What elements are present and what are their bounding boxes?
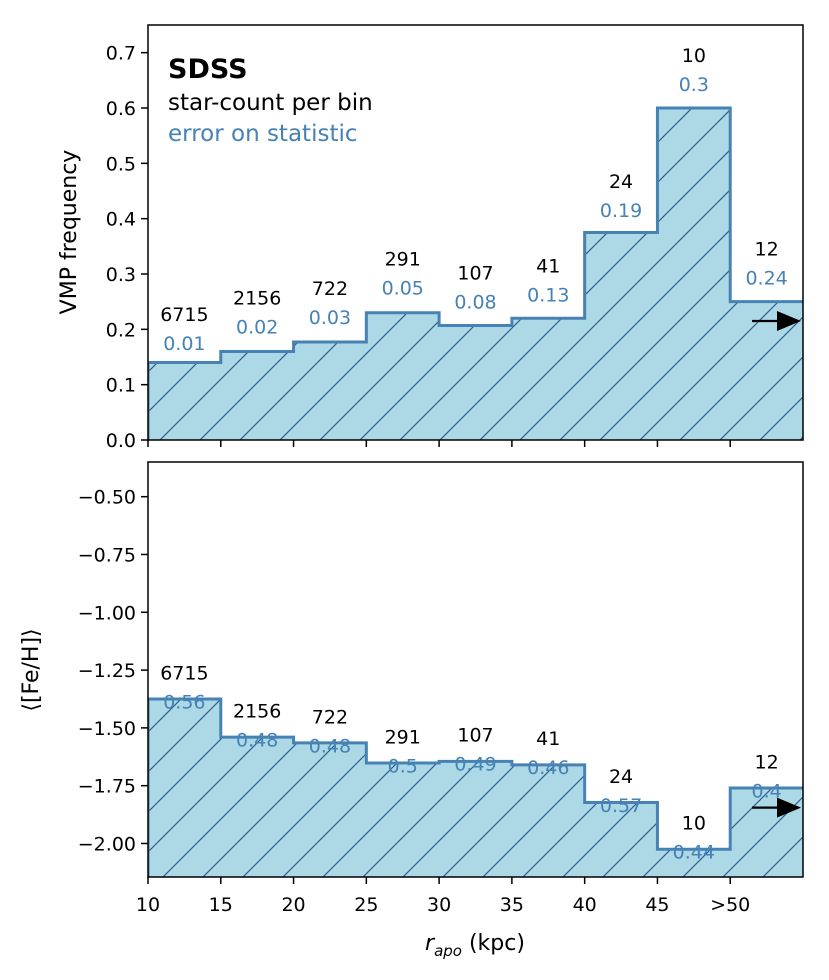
bin-count-label: 6715: [160, 662, 208, 684]
y-tick-label: −0.75: [78, 544, 136, 566]
bin-error-label: 0.24: [745, 268, 787, 290]
bin-error-label: 0.19: [600, 200, 642, 222]
histogram-bar: [221, 737, 294, 877]
y-tick-label: −1.25: [78, 660, 136, 682]
histogram-bar: [366, 763, 439, 877]
vmp-histogram-step-line: [148, 106, 803, 440]
y-tick-label: 0.4: [106, 209, 136, 231]
bin-count-label: 291: [385, 249, 421, 271]
histogram-bar: [512, 318, 585, 440]
histogram-bar: [439, 761, 512, 877]
overflow-arrow-icon: [752, 797, 801, 818]
y-tick-label: 0.7: [106, 43, 136, 65]
bin-count-label: 6715: [160, 304, 208, 326]
legend: SDSS star-count per bin error on statist…: [168, 54, 373, 147]
histogram-bar: [221, 351, 294, 440]
bin-error-label: 0.3: [679, 74, 709, 96]
x-tick-label: 10: [136, 894, 160, 916]
legend-title: SDSS: [168, 54, 248, 85]
vmp-frequency-panel: 6715 0.01 2156 0.02 722 0.03 291 0.05 107 0.08 41 0…: [57, 24, 804, 452]
bin-error-label: 0.46: [527, 757, 569, 779]
y-tick-label: −1.75: [78, 776, 136, 798]
bin-count-label: 41: [536, 728, 560, 750]
bin-error-label: 0.5: [388, 755, 418, 777]
top-y-axis-label: VMP frequency: [57, 150, 82, 315]
bin-count-label: 12: [755, 239, 779, 261]
x-tick-label: 30: [427, 894, 451, 916]
overflow-arrow-icon: [752, 311, 801, 332]
bin-error-label: 0.48: [309, 735, 351, 757]
bin-count-label: 24: [609, 766, 633, 788]
histogram-bar: [148, 699, 221, 877]
y-tick-label: 0.2: [106, 319, 136, 341]
bin-count-label: 12: [755, 751, 779, 773]
histogram-bar: [366, 313, 439, 440]
y-tick-label: 0.0: [106, 430, 136, 452]
y-tick-label: 0.5: [106, 153, 136, 175]
mean-metallicity-panel: 6715 0.56 2156 0.48 722 0.48 291 0.5 107 0.49 41 0.…: [19, 440, 804, 960]
x-tick-label: 40: [573, 894, 597, 916]
bin-error-label: 0.4: [752, 780, 782, 802]
bin-error-label: 0.03: [309, 307, 351, 329]
bottom-y-axis-label: ⟨[Fe/H]⟩: [19, 628, 44, 711]
histogram-bar: [585, 233, 658, 441]
bin-error-label: 0.02: [236, 316, 278, 338]
bin-count-label: 291: [385, 726, 421, 748]
x-tick-label: 25: [354, 894, 378, 916]
bin-error-label: 0.44: [673, 842, 715, 864]
vmp-histogram-hatch: [148, 108, 803, 440]
x-tick-label: 15: [209, 894, 233, 916]
legend-count-line: star-count per bin: [168, 90, 373, 116]
feh-histogram-step-line: [148, 697, 803, 877]
bin-error-label: 0.56: [163, 691, 205, 713]
y-tick-label: −2.00: [78, 833, 136, 855]
y-tick-label: 0.3: [106, 264, 136, 286]
bin-error-label: 0.13: [527, 284, 569, 306]
bin-count-label: 24: [609, 171, 633, 193]
bin-error-label: 0.57: [600, 795, 642, 817]
bin-error-label: 0.49: [454, 754, 496, 776]
histogram-bar: [657, 108, 730, 440]
bin-count-label: 41: [536, 255, 560, 277]
bin-count-label: 722: [312, 278, 348, 300]
y-tick-label: 0.1: [106, 375, 136, 397]
bin-count-label: 107: [457, 263, 493, 285]
bin-count-label: 10: [682, 813, 706, 835]
histogram-bar: [148, 363, 221, 440]
y-tick-label: −1.50: [78, 718, 136, 740]
x-tick-label: >50: [710, 894, 750, 916]
y-tick-label: 0.6: [106, 98, 136, 120]
bin-error-label: 0.05: [382, 278, 424, 300]
x-tick-label: 20: [281, 894, 305, 916]
histogram-bar: [294, 342, 367, 440]
histogram-bar: [439, 325, 512, 440]
bin-error-label: 0.01: [163, 333, 205, 355]
bin-error-label: 0.08: [454, 292, 496, 314]
bin-count-label: 2156: [233, 287, 281, 309]
x-axis-label: rapo (kpc): [425, 931, 525, 960]
legend-error-line: error on statistic: [168, 121, 358, 147]
bin-count-label: 10: [682, 45, 706, 67]
y-tick-label: −0.50: [78, 487, 136, 509]
y-tick-label: −1.00: [78, 602, 136, 624]
x-tick-label: 35: [500, 894, 524, 916]
histogram-bar: [512, 765, 585, 877]
x-tick-label: 45: [645, 894, 669, 916]
top-axes-frame: [147, 24, 804, 441]
bin-count-label: 2156: [233, 700, 281, 722]
bin-count-label: 722: [312, 706, 348, 728]
bin-error-label: 0.48: [236, 729, 278, 751]
bin-count-label: 107: [457, 725, 493, 747]
histogram-bar: [294, 743, 367, 877]
